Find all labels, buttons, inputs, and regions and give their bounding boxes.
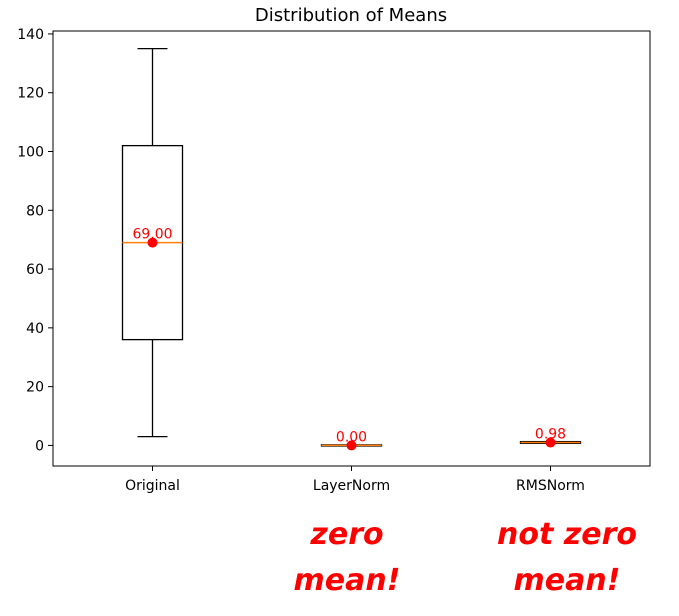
y-tick-label: 20 bbox=[26, 380, 44, 396]
mean-marker bbox=[346, 440, 357, 451]
y-tick-label: 120 bbox=[17, 86, 44, 102]
mean-value-label: 0.98 bbox=[535, 427, 566, 443]
x-tick-label: LayerNorm bbox=[313, 478, 390, 494]
mean-marker bbox=[147, 237, 158, 248]
rmsnorm-annotation-line2: mean! bbox=[513, 563, 621, 598]
layernorm-annotation-line2: mean! bbox=[293, 563, 401, 598]
y-tick-label: 0 bbox=[35, 438, 44, 454]
y-tick-label: 40 bbox=[26, 321, 44, 337]
layernorm-annotation: zero mean! bbox=[247, 512, 447, 604]
mean-value-label: 69.00 bbox=[132, 227, 172, 243]
plot-area-frame bbox=[52, 30, 651, 467]
layernorm-annotation-line1: zero bbox=[310, 517, 384, 552]
y-tick-label: 100 bbox=[17, 145, 44, 161]
rmsnorm-annotation-line1: not zero bbox=[497, 517, 637, 552]
y-tick-label: 80 bbox=[26, 203, 44, 219]
box-plot-chart: Distribution of Means 0 20 40 60 80 100 120 140… bbox=[17, 5, 651, 494]
y-tick-label: 60 bbox=[26, 262, 44, 278]
x-tick-label: RMSNorm bbox=[516, 478, 585, 494]
x-tick-label: Original bbox=[125, 478, 180, 494]
mean-value-label: 0.00 bbox=[336, 429, 367, 445]
rmsnorm-annotation: not zero mean! bbox=[447, 512, 679, 604]
chart-title: Distribution of Means bbox=[255, 5, 447, 26]
y-tick-label: 140 bbox=[17, 27, 44, 43]
mean-marker bbox=[545, 437, 556, 448]
